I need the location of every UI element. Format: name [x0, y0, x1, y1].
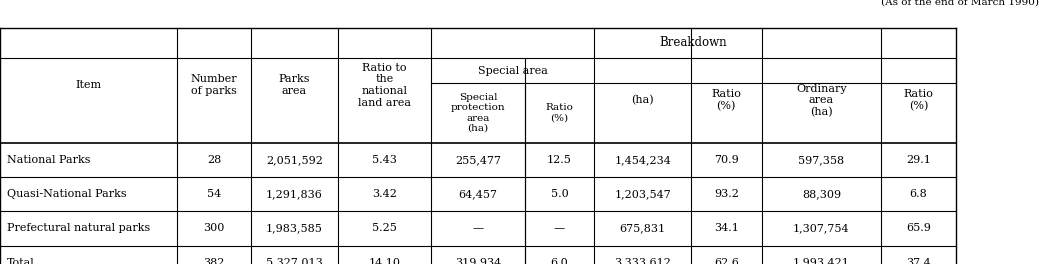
- Text: 12.5: 12.5: [548, 155, 571, 165]
- Text: Total: Total: [7, 258, 35, 264]
- Text: 14.10: 14.10: [369, 258, 400, 264]
- Text: 1,993,421: 1,993,421: [793, 258, 850, 264]
- Text: 3.42: 3.42: [372, 189, 397, 199]
- Text: Ordinary
area
(ha): Ordinary area (ha): [796, 83, 847, 117]
- Text: 64,457: 64,457: [458, 189, 498, 199]
- Text: 597,358: 597,358: [798, 155, 845, 165]
- Text: 62.6: 62.6: [714, 258, 739, 264]
- Text: Item: Item: [75, 80, 102, 90]
- Text: 70.9: 70.9: [714, 155, 739, 165]
- Text: —: —: [473, 223, 483, 233]
- Text: 88,309: 88,309: [802, 189, 841, 199]
- Text: 54: 54: [207, 189, 221, 199]
- Text: (As of the end of March 1990): (As of the end of March 1990): [881, 0, 1039, 7]
- Text: 319,934: 319,934: [455, 258, 501, 264]
- Text: 1,203,547: 1,203,547: [614, 189, 671, 199]
- Text: 93.2: 93.2: [714, 189, 739, 199]
- Text: 29.1: 29.1: [906, 155, 931, 165]
- Text: Special
protection
area
(ha): Special protection area (ha): [451, 93, 505, 133]
- Text: Prefectural natural parks: Prefectural natural parks: [7, 223, 151, 233]
- Text: 5,327,013: 5,327,013: [266, 258, 323, 264]
- Text: 382: 382: [204, 258, 224, 264]
- Text: 6.0: 6.0: [551, 258, 568, 264]
- Text: Ratio
(%): Ratio (%): [904, 89, 933, 111]
- Text: 34.1: 34.1: [714, 223, 739, 233]
- Text: 5.25: 5.25: [372, 223, 397, 233]
- Text: 255,477: 255,477: [455, 155, 501, 165]
- Text: Quasi-National Parks: Quasi-National Parks: [7, 189, 127, 199]
- Text: 3,333,612: 3,333,612: [614, 258, 671, 264]
- Text: —: —: [554, 223, 565, 233]
- Text: 300: 300: [204, 223, 224, 233]
- Text: 2,051,592: 2,051,592: [266, 155, 323, 165]
- Text: 675,831: 675,831: [619, 223, 666, 233]
- Text: (ha): (ha): [632, 95, 654, 106]
- Text: 65.9: 65.9: [906, 223, 931, 233]
- Text: Ratio
(%): Ratio (%): [712, 89, 741, 111]
- Text: 1,291,836: 1,291,836: [266, 189, 323, 199]
- Text: Breakdown: Breakdown: [660, 36, 727, 49]
- Text: 28: 28: [207, 155, 221, 165]
- Text: National Parks: National Parks: [7, 155, 90, 165]
- Text: Ratio to
the
national
land area: Ratio to the national land area: [357, 63, 411, 107]
- Text: 1,454,234: 1,454,234: [614, 155, 671, 165]
- Text: Ratio
(%): Ratio (%): [545, 103, 574, 122]
- Text: Special area: Special area: [478, 66, 548, 76]
- Text: 37.4: 37.4: [906, 258, 931, 264]
- Text: 5.43: 5.43: [372, 155, 397, 165]
- Text: Number
of parks: Number of parks: [191, 74, 237, 96]
- Text: 1,307,754: 1,307,754: [793, 223, 850, 233]
- Text: 5.0: 5.0: [551, 189, 568, 199]
- Text: Parks
area: Parks area: [278, 74, 311, 96]
- Text: 1,983,585: 1,983,585: [266, 223, 323, 233]
- Text: 6.8: 6.8: [909, 189, 928, 199]
